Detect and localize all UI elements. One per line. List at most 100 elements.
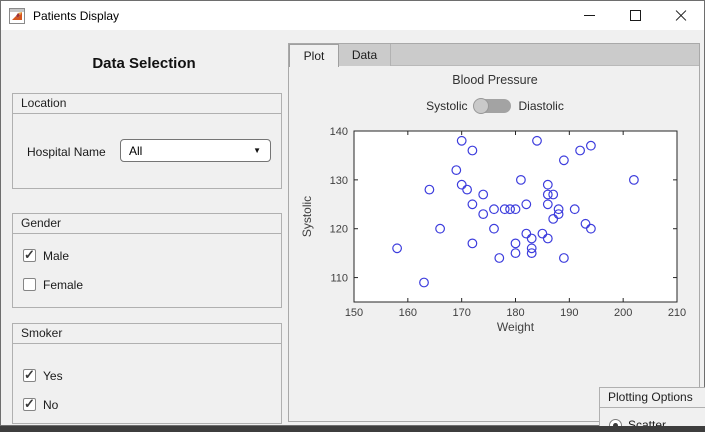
data-point — [542, 199, 553, 210]
data-point — [478, 189, 489, 200]
x-tick-label: 150 — [345, 307, 363, 319]
data-point — [505, 204, 516, 215]
data-point — [467, 238, 478, 249]
checkbox-label: Female — [43, 277, 84, 292]
data-point — [569, 204, 580, 215]
y-tick-label: 110 — [330, 273, 348, 285]
data-point — [532, 135, 542, 146]
data-point — [515, 175, 526, 185]
data-point — [494, 253, 505, 263]
data-point — [559, 253, 569, 263]
data-point — [456, 179, 467, 190]
data-point — [542, 189, 553, 200]
data-point — [586, 140, 596, 151]
hospital-name-dropdown[interactable]: All ▼ — [120, 139, 271, 162]
check-icon: ✓ — [24, 367, 35, 382]
data-point — [521, 228, 532, 239]
x-tick-label: 170 — [452, 307, 470, 319]
checkbox-box: ✓ — [23, 396, 36, 411]
tab-plot[interactable]: Plot — [289, 44, 339, 67]
checkbox-label: Yes — [43, 368, 63, 383]
data-point — [553, 209, 564, 219]
data-point — [467, 199, 478, 210]
checkbox-male[interactable]: ✓ Male — [23, 247, 70, 263]
checkbox-smoker-yes[interactable]: ✓ Yes — [23, 367, 63, 383]
gender-panel: Gender ✓ Male ✓ Female — [12, 213, 282, 308]
check-icon: ✓ — [24, 396, 35, 411]
data-point — [526, 243, 537, 254]
data-point — [392, 243, 402, 254]
systolic-diastolic-switch-row: Systolic Diastolic — [289, 98, 701, 114]
data-point — [419, 277, 429, 288]
data-point — [537, 228, 548, 239]
data-point — [510, 204, 521, 215]
data-selection-heading: Data Selection — [92, 55, 196, 72]
slider-switch[interactable] — [473, 98, 512, 114]
data-point — [629, 175, 639, 185]
gender-panel-title: Gender — [13, 214, 281, 234]
check-icon: ✓ — [24, 247, 35, 262]
y-tick-label: 130 — [330, 175, 348, 187]
data-point — [467, 145, 478, 156]
checkbox-label: No — [43, 397, 59, 412]
data-point — [510, 238, 521, 249]
data-point — [575, 145, 586, 156]
data-point — [548, 189, 559, 200]
taskbar-sliver[interactable] — [0, 426, 705, 432]
y-tick-label: 140 — [330, 126, 348, 138]
data-point — [548, 213, 559, 224]
data-point — [451, 165, 462, 175]
data-point — [542, 179, 553, 190]
checkbox-box: ✓ — [23, 247, 36, 262]
minimize-button[interactable] — [566, 1, 612, 30]
checkbox-box: ✓ — [23, 278, 36, 291]
switch-left-label: Systolic — [426, 99, 468, 113]
y-axis-label: Systolic — [300, 196, 314, 237]
data-point — [435, 223, 446, 234]
data-point — [489, 223, 499, 234]
x-axis-label: Weight — [497, 320, 535, 334]
dropdown-value: All — [129, 143, 143, 158]
y-tick-label: 120 — [330, 224, 348, 236]
tab-data[interactable]: Data — [339, 44, 391, 66]
checkbox-box: ✓ — [23, 367, 36, 382]
window-title: Patients Display — [33, 8, 120, 23]
data-point — [586, 223, 596, 234]
axes-box — [353, 130, 678, 303]
data-point — [424, 184, 435, 195]
tab-strip: Plot Data — [289, 44, 699, 67]
smoker-panel-title: Smoker — [13, 324, 281, 344]
data-point — [510, 248, 521, 259]
minimize-icon — [583, 15, 595, 16]
x-tick-label: 200 — [614, 307, 632, 319]
data-point — [580, 218, 591, 229]
title-bar: Patients Display — [1, 1, 704, 30]
matlab-app-icon — [9, 7, 25, 24]
close-button[interactable] — [658, 1, 704, 30]
scatter-plot-svg: 150 160 170 180 190 200 210 110 120 130 140 Weight S… — [300, 126, 686, 334]
data-point — [456, 135, 467, 146]
data-point — [553, 204, 564, 215]
data-point — [478, 209, 489, 219]
x-tick-label: 180 — [506, 307, 524, 319]
x-tick-label: 210 — [668, 307, 686, 319]
location-panel: Location Hospital Name All ▼ — [12, 93, 282, 189]
maximize-icon — [629, 10, 641, 21]
plot-title: Blood Pressure — [452, 73, 538, 87]
smoker-panel: Smoker ✓ Yes ✓ No — [12, 323, 282, 424]
data-point — [499, 204, 510, 215]
data-point — [542, 233, 553, 244]
data-point — [462, 184, 473, 195]
data-point — [521, 199, 532, 210]
checkbox-smoker-no[interactable]: ✓ No — [23, 396, 59, 412]
checkbox-label: Male — [43, 248, 70, 263]
checkbox-female[interactable]: ✓ Female — [23, 277, 83, 292]
switch-knob[interactable] — [473, 98, 490, 114]
window-controls — [566, 1, 704, 30]
hospital-name-label: Hospital Name — [27, 145, 106, 159]
switch-right-label: Diastolic — [518, 99, 564, 113]
maximize-button[interactable] — [612, 1, 658, 30]
data-point — [559, 155, 569, 166]
